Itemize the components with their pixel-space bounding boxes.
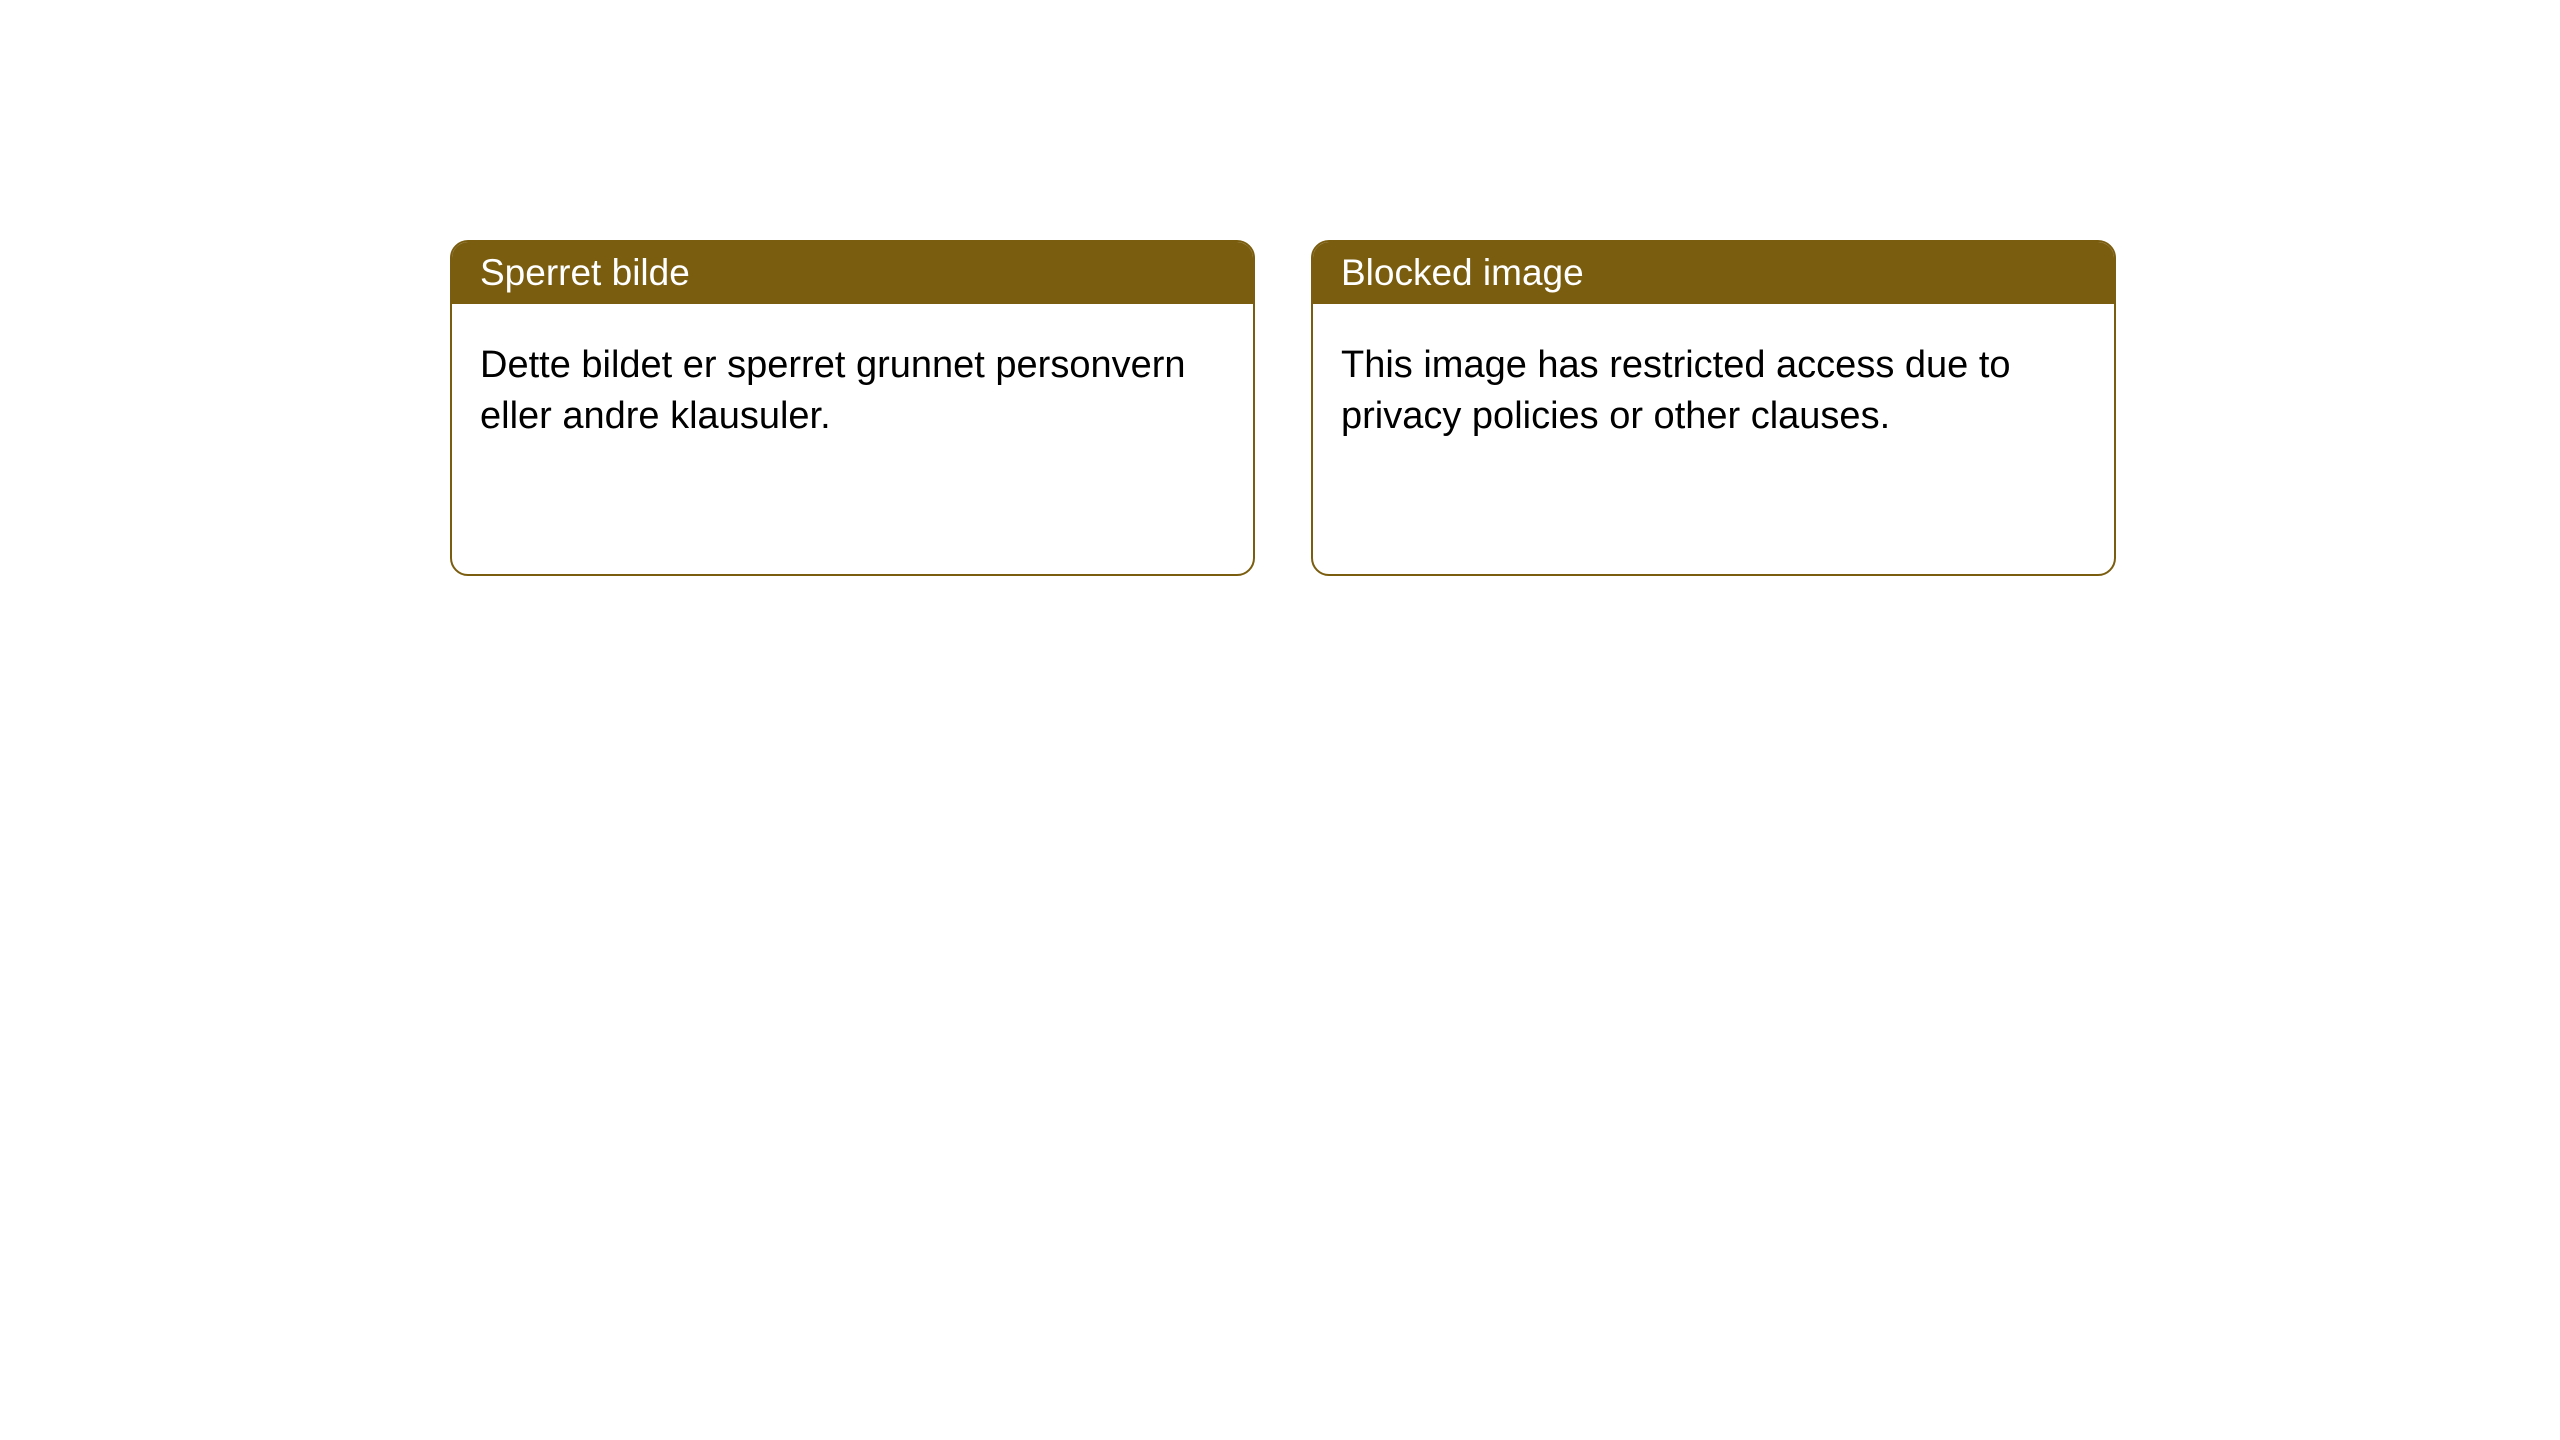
notice-body-no: Dette bildet er sperret grunnet personve…: [452, 304, 1253, 479]
notice-card-en: Blocked image This image has restricted …: [1311, 240, 2116, 576]
notice-message-no: Dette bildet er sperret grunnet personve…: [480, 344, 1186, 437]
notice-card-no: Sperret bilde Dette bildet er sperret gr…: [450, 240, 1255, 576]
notice-title-en: Blocked image: [1341, 252, 1584, 294]
notice-header-en: Blocked image: [1313, 242, 2114, 304]
notice-container: Sperret bilde Dette bildet er sperret gr…: [0, 0, 2560, 576]
notice-message-en: This image has restricted access due to …: [1341, 344, 2011, 437]
notice-title-no: Sperret bilde: [480, 252, 690, 294]
notice-header-no: Sperret bilde: [452, 242, 1253, 304]
notice-body-en: This image has restricted access due to …: [1313, 304, 2114, 479]
